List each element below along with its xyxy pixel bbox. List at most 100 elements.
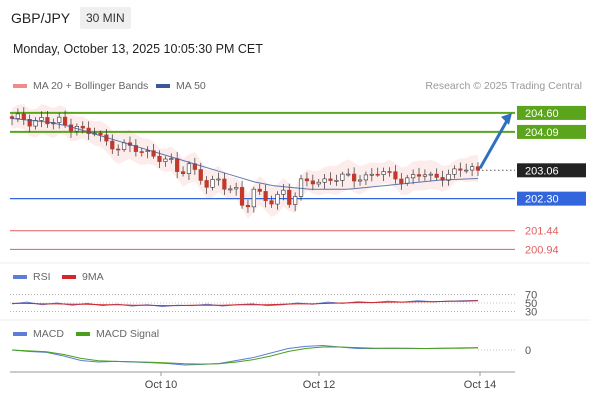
- candle-body: [234, 187, 239, 190]
- legend-rsi-ma-label: 9MA: [82, 271, 104, 283]
- candle-body: [245, 204, 251, 208]
- candle-body: [269, 200, 274, 205]
- timeframe-button[interactable]: 30 MIN: [80, 7, 131, 29]
- candle-body: [310, 180, 315, 185]
- candle-body: [298, 178, 304, 197]
- candle-body: [452, 168, 457, 175]
- candle-body: [304, 178, 310, 182]
- candle-body: [80, 126, 85, 129]
- candle-body: [281, 189, 286, 195]
- candle-body: [275, 193, 280, 205]
- candle-body: [62, 116, 68, 126]
- datetime-label: Monday, October 13, 2025 10:05:30 PM CET: [13, 42, 263, 56]
- candle-body: [86, 127, 91, 134]
- macd-tick-0: 0: [525, 345, 531, 357]
- candle-body: [434, 173, 439, 178]
- rsi-tick-30: 30: [525, 307, 537, 319]
- candle-body: [98, 132, 103, 136]
- rsi-swatch: [13, 275, 27, 279]
- candle-body: [222, 178, 227, 190]
- bollinger-bands: [12, 104, 478, 219]
- candle-body: [293, 196, 298, 205]
- candle-body: [175, 158, 180, 172]
- candle-body: [157, 155, 162, 162]
- forecast-arrow-shaft: [478, 118, 510, 170]
- candle-body: [411, 174, 416, 179]
- candle-body: [346, 173, 351, 176]
- candle-body: [45, 117, 50, 125]
- candle-body: [169, 158, 174, 160]
- candle-body: [316, 181, 321, 185]
- candle-body: [399, 178, 404, 184]
- candle-body: [405, 177, 410, 184]
- candle-body: [340, 173, 345, 181]
- candle-body: [257, 188, 262, 192]
- forecast-arrow-group: [478, 112, 512, 170]
- candle-body: [145, 150, 150, 152]
- forecast-arrow-head: [501, 112, 512, 125]
- candle-body: [334, 180, 339, 182]
- ma50-swatch: [156, 84, 170, 88]
- candle-body: [287, 189, 292, 205]
- candle-body: [210, 179, 215, 188]
- level-label-204.60: 204.60: [525, 108, 559, 120]
- candle-body: [357, 179, 363, 182]
- candle-body: [180, 171, 186, 175]
- candle-body: [464, 169, 469, 172]
- candle-body: [428, 173, 433, 176]
- candle-body: [121, 142, 127, 150]
- candle-body: [228, 188, 233, 191]
- x-tick-label: Oct 12: [303, 379, 335, 391]
- candle-body: [68, 124, 74, 132]
- legend-macd-label: MACD: [33, 328, 64, 340]
- macd-swatch: [13, 332, 27, 336]
- legend-rsi-label: RSI: [33, 271, 51, 283]
- candle-body: [239, 187, 245, 206]
- legend-macd-signal-label: MACD Signal: [96, 328, 160, 340]
- rsi-tick-50: 50: [525, 298, 537, 310]
- candle-body: [470, 166, 475, 171]
- candles: [9, 107, 481, 213]
- candle-body: [163, 158, 168, 162]
- candle-body: [15, 113, 20, 119]
- candle-body: [57, 116, 62, 123]
- candle-body: [27, 119, 32, 127]
- level-box-202.30: [517, 191, 586, 206]
- candle-body: [139, 151, 144, 153]
- bollinger-band-area: [12, 104, 478, 219]
- legend-macd-signal: MACD Signal: [76, 328, 159, 340]
- candle-body: [328, 178, 333, 181]
- candle-body: [263, 191, 268, 201]
- candle-body: [352, 173, 357, 182]
- candle-body: [375, 173, 380, 176]
- level-box-203.06: [517, 163, 586, 178]
- x-tick-label: Oct 14: [464, 379, 496, 391]
- candle-body: [110, 140, 115, 150]
- candle-body: [387, 171, 392, 173]
- candle-body: [198, 169, 203, 181]
- candle-body: [446, 173, 451, 181]
- legend-macd: MACD: [13, 328, 64, 340]
- candle-body: [39, 117, 44, 121]
- legend-bollinger: MA 20 + Bollinger Bands: [13, 80, 148, 92]
- level-label-203.06: 203.06: [525, 165, 559, 177]
- legend-rsi-ma: 9MA: [62, 271, 104, 283]
- rsi-series-0: [11, 299, 479, 308]
- x-axis-ticks: Oct 10 Oct 12 Oct 14: [145, 372, 496, 391]
- level-label-200.94: 200.94: [525, 244, 559, 256]
- legend-ma50-label: MA 50: [176, 80, 206, 92]
- ma50-line-group: [11, 118, 479, 190]
- macd-signal-swatch: [76, 332, 90, 336]
- legend-rsi: RSI: [13, 271, 51, 283]
- candle-body: [369, 173, 374, 176]
- candle-body: [186, 163, 192, 175]
- chart-header: GBP/JPY 30 MIN: [0, 0, 590, 36]
- candle-body: [116, 148, 121, 151]
- rsi-series-1: [12, 300, 479, 307]
- level-box-204.09: [517, 124, 586, 139]
- candle-body: [21, 113, 26, 120]
- candle-body: [133, 145, 138, 152]
- candle-body: [216, 178, 221, 181]
